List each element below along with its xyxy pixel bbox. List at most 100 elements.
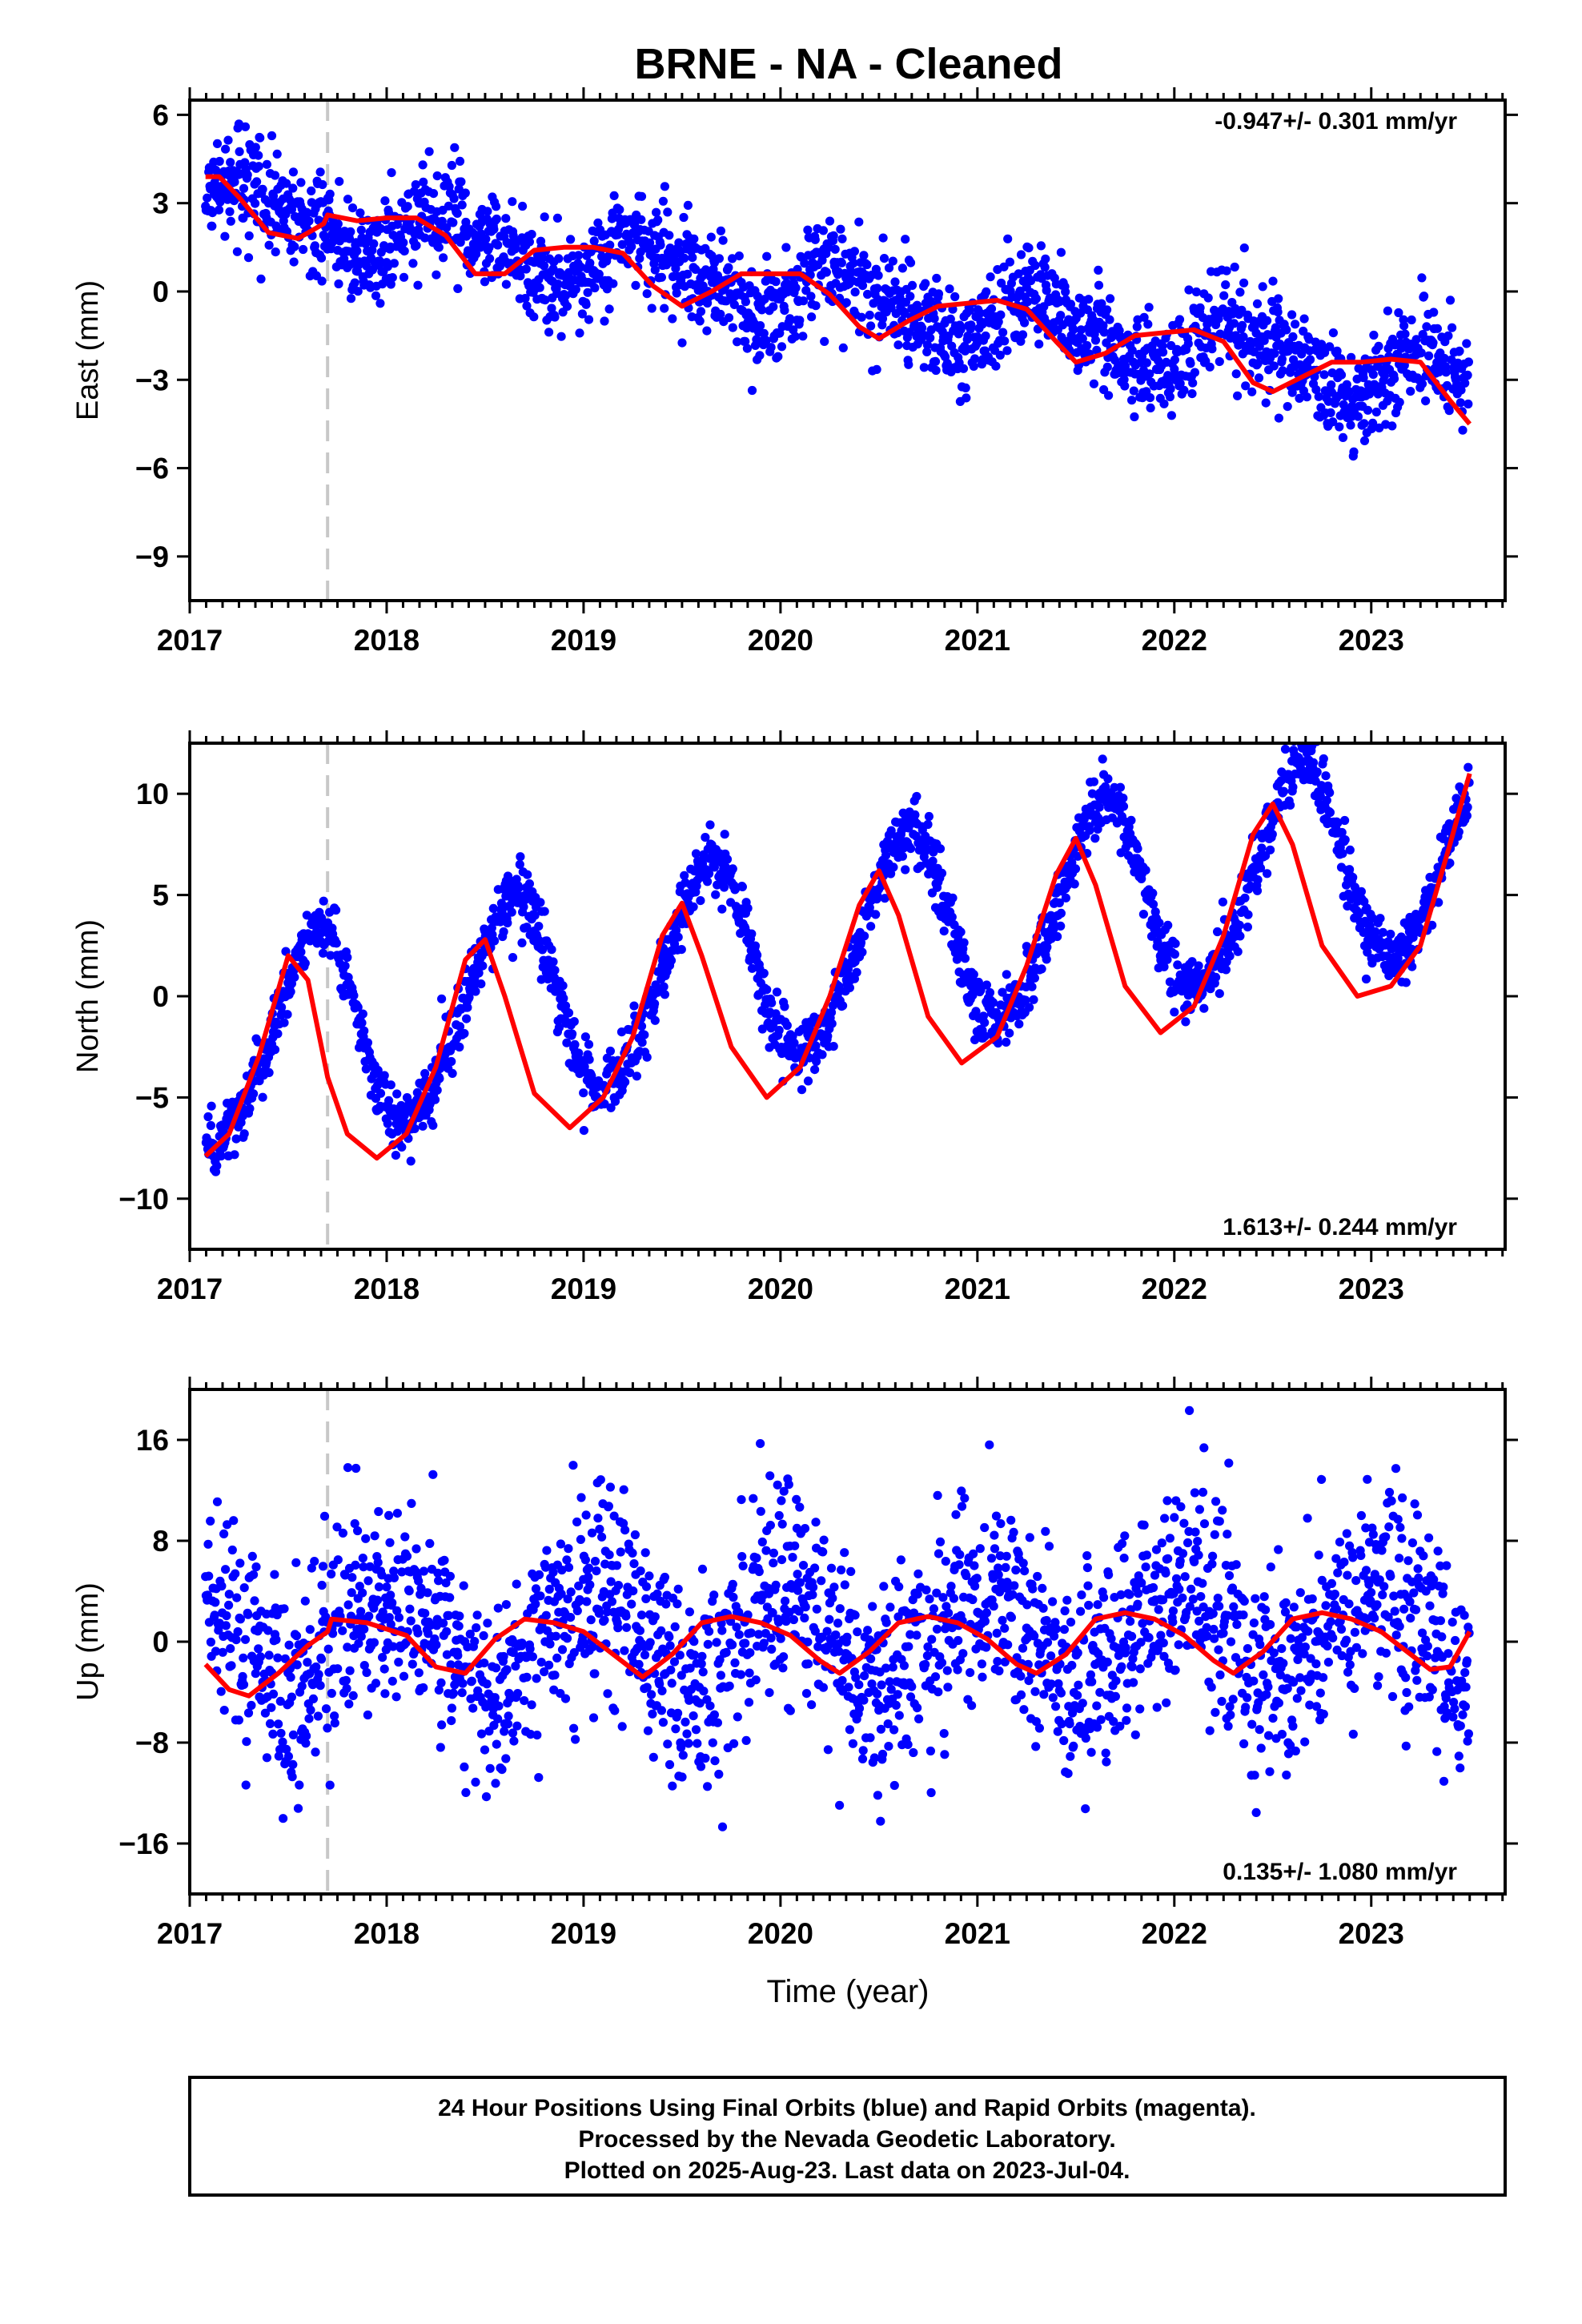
data-point [1345,865,1355,875]
data-point [501,214,511,223]
data-point [211,1598,220,1607]
data-point [1288,332,1298,342]
data-point [328,1629,338,1638]
data-point [289,257,299,267]
data-point [455,1022,465,1031]
data-point [1173,960,1182,970]
data-point [753,951,762,960]
data-point [455,156,465,166]
data-point [1188,378,1198,388]
data-point [297,1681,307,1691]
data-point [771,277,781,287]
data-point [1327,380,1336,390]
data-point [970,1035,980,1044]
data-point [890,277,900,287]
data-point [1247,387,1257,396]
data-point [423,1588,432,1598]
data-point [1235,287,1245,297]
data-point [1054,898,1064,907]
data-point [1002,970,1011,979]
data-point [1090,834,1100,843]
data-point [1422,322,1431,332]
data-point [1379,371,1389,380]
data-point [470,1637,480,1647]
data-point [275,1745,285,1755]
data-point [1278,366,1287,376]
data-point [1139,312,1149,322]
data-point [219,1529,229,1538]
data-point [720,830,729,839]
data-point [1359,419,1369,428]
data-point [1399,321,1409,331]
data-point [1126,815,1136,825]
data-point [519,902,528,911]
data-point [343,952,352,963]
data-point [728,864,737,874]
data-point [1235,931,1245,941]
data-point [837,234,847,243]
data-point [414,1576,424,1586]
data-point [818,226,828,235]
data-point [420,1609,430,1618]
data-point [243,1610,253,1619]
data-point [1252,886,1263,895]
data-point [929,847,938,857]
data-point [656,272,667,282]
data-point [1056,247,1066,257]
data-point [962,393,971,403]
data-point [231,1134,241,1144]
data-point [1021,995,1030,1005]
data-point [206,1637,215,1647]
data-point [769,302,778,312]
data-point [447,1703,457,1713]
data-point [743,903,753,913]
data-point [445,1593,455,1602]
data-point [251,1669,260,1679]
data-point [215,156,224,167]
data-point [326,951,335,960]
data-point [747,385,757,396]
data-point [514,883,524,893]
data-point [433,1568,443,1578]
data-point [552,213,563,223]
data-point [905,292,915,301]
data-point [413,1628,423,1638]
data-point [1401,978,1411,987]
data-point [1053,931,1062,942]
data-point [946,314,955,324]
data-point [405,1604,415,1614]
data-point [862,259,872,270]
data-point [852,967,861,977]
data-point [829,231,838,240]
data-point [584,1055,594,1064]
data-point [515,859,524,870]
data-point [279,1604,289,1614]
data-point [737,882,748,891]
data-point [1320,348,1330,357]
data-point [1101,782,1110,791]
data-point [460,188,470,198]
data-point [1328,328,1338,338]
data-point [781,243,791,252]
data-point [1263,869,1272,879]
data-point [364,1611,374,1621]
data-point [240,1634,251,1644]
data-point [1104,391,1114,400]
data-point [733,337,742,347]
data-point [419,1683,428,1693]
data-point [1308,758,1319,767]
data-point [471,987,480,996]
data-point [1148,888,1158,898]
data-point [620,1077,630,1087]
data-point [658,196,669,206]
data-point [837,258,846,267]
data-point [537,945,548,955]
data-point [358,1588,367,1598]
x-tick-label: 2020 [748,1273,813,1305]
data-point [960,954,970,963]
data-point [609,191,619,200]
data-point [917,323,927,332]
data-point [241,1780,251,1790]
data-point [347,203,358,213]
data-point [683,269,693,279]
